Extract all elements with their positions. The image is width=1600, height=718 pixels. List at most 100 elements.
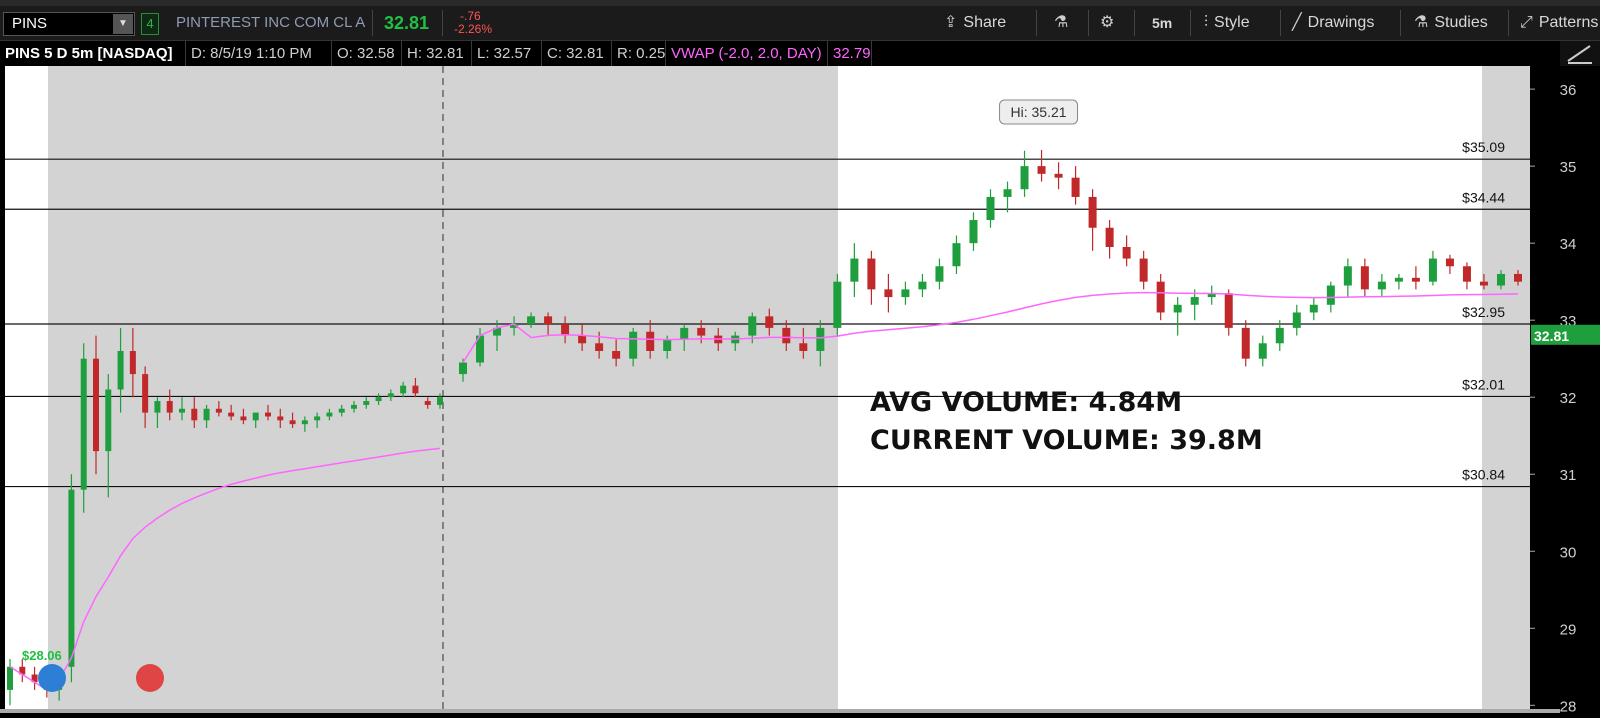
candle-body [986,196,995,221]
candle-body [80,358,87,490]
candle-body [240,416,247,421]
link-group-badge[interactable]: 4 [141,13,159,35]
toolbar-divider [1400,10,1401,36]
candle-body [1496,273,1505,286]
share-button[interactable]: ⇪ Share [944,14,1007,31]
level-price-label: $32.01 [1462,376,1505,392]
drawings-button[interactable]: ╱ Drawings [1292,14,1375,31]
candle-body [1394,277,1403,282]
candle-body [527,316,536,325]
candle-body [1479,281,1488,286]
candle-body [1122,247,1131,259]
price-axis-label: 28 [1560,698,1577,713]
candle-body [105,389,112,452]
candle-body [375,397,382,402]
price-axis-label: 31 [1560,467,1577,484]
toolbar-divider [1280,10,1281,36]
bar-range: R: 0.25 [612,41,666,66]
candle-body [1462,266,1471,282]
level-price-label: $32.95 [1462,304,1505,320]
phone-call-icon [136,664,164,692]
candle-body [1360,266,1369,290]
time-scrollbar[interactable] [0,709,1560,713]
patterns-button[interactable]: ⤢ Patterns [1520,14,1599,31]
studies-flask-icon: ⚗ [1414,14,1429,31]
flask-button[interactable]: ⚗ [1054,6,1074,40]
expand-panel-button[interactable] [1560,41,1600,66]
candle-body [1190,297,1199,305]
bar-low: L: 32.57 [472,41,542,66]
share-icon: ⇪ [944,14,958,31]
candle-body [93,358,99,452]
candle-body [1292,312,1301,328]
bar-open: O: 32.58 [332,41,402,66]
style-button[interactable]: ⫶ Style [1204,14,1250,31]
candle-body [203,408,210,421]
candle-body [351,404,357,409]
price-axis-label: 36 [1560,82,1577,99]
timeframe-button[interactable]: 5m [1152,15,1173,31]
candle-body [578,335,587,344]
chart-toolbar: PINS ▼ 4 PINTEREST INC COM CL A 32.81 -.… [0,6,1600,41]
candle-body [799,343,808,351]
gear-icon: ⚙ [1100,14,1115,31]
price-axis-label: 35 [1560,159,1577,176]
volume-annotation: CURRENT VOLUME: 39.8M [870,425,1263,456]
company-name: PINTEREST INC COM CL A [176,14,366,31]
plot-left-border [0,66,5,713]
toolbar-divider [1036,10,1037,36]
toolbar-divider [1088,10,1089,36]
level-price-label: $35.09 [1462,139,1505,155]
level-price-label: $30.84 [1462,467,1505,483]
candle-body [154,401,161,413]
candle-body [782,327,791,344]
extended-hours-shade [1482,66,1530,713]
toolbar-divider [1134,10,1135,36]
candle-body [400,385,407,394]
candle-body [1514,273,1522,282]
candle-body [476,335,485,363]
candle-body [277,416,284,421]
candle-body [1445,258,1454,267]
price-axis-label: 29 [1560,621,1577,638]
candle-body [1275,327,1284,344]
candle-body [1326,285,1335,305]
candle-body [228,412,235,417]
candle-body [1054,173,1063,178]
candle-body [1224,293,1233,328]
flask-icon: ⚗ [1054,14,1069,31]
candle-body [765,316,774,328]
price-axis-label: 34 [1560,236,1577,253]
settings-button[interactable]: ⚙ [1100,6,1120,40]
candle-body [289,420,296,425]
current-price-marker [1531,324,1600,345]
earnings-bulb-icon [38,664,66,692]
price-axis-background [1530,66,1600,713]
candle-body [1020,166,1029,190]
candle-body [166,401,173,413]
candle-body [1207,293,1216,298]
candle-body [493,327,502,336]
volume-annotation: AVG VOLUME: 4.84M [870,387,1182,418]
candle-body [459,362,467,375]
candle-body [1003,189,1012,197]
candle-style-icon: ⫶ [1204,14,1209,31]
symbol-input[interactable]: PINS ▼ [3,12,135,36]
candle-body [301,420,308,425]
candle-body [918,281,927,290]
studies-button[interactable]: ⚗ Studies [1414,14,1488,31]
candle-body [561,324,570,336]
bar-date: D: 8/5/19 1:10 PM [186,41,332,66]
candle-body [129,350,136,375]
percent-change: -2.26% [454,22,493,36]
candle-body [629,331,638,359]
candle-body [1037,166,1046,174]
chevron-down-icon[interactable]: ▼ [113,14,133,34]
vwap-label: VWAP (-2.0, 2.0, DAY) [666,41,828,66]
price-chart[interactable]: $35.09 $34.44 $32.95 $32.01 $30.84 Hi: 35.21 $… [0,66,1600,715]
chart-area[interactable]: $35.09 $34.44 $32.95 $32.01 $30.84 Hi: 35.21 $… [0,66,1600,715]
candle-body [363,401,370,405]
candle-body [412,385,419,394]
candle-body [68,489,75,667]
candle-body [1139,258,1148,282]
